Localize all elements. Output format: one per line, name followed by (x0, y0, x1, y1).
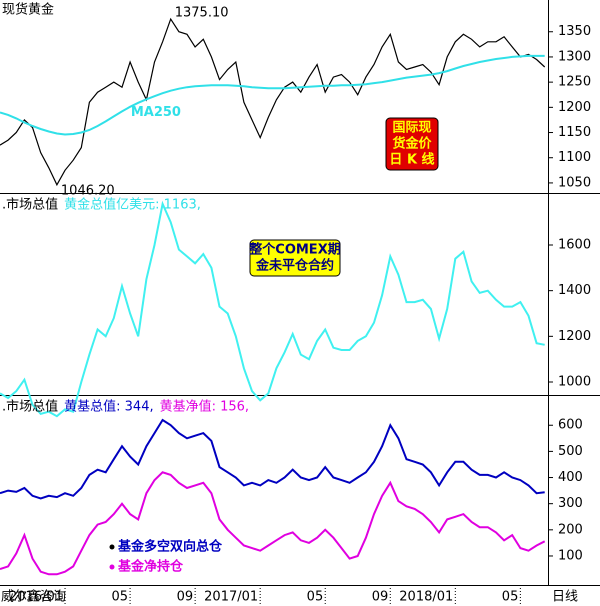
series-line (0, 200, 545, 418)
y-tick-label: 400 (558, 470, 583, 485)
annotation: MA250 (131, 105, 181, 120)
x-tick-label: 05 (502, 590, 519, 605)
x-tick-label: 2016/01 (9, 590, 63, 605)
x-tick-label: 2017/01 (204, 590, 258, 605)
panel-header: 黄基总值: 344, (64, 399, 153, 415)
series-line (0, 17, 546, 187)
x-tick-label: 09 (177, 590, 194, 605)
panel-header: 黄基净值: 156, (160, 399, 249, 415)
y-tick-label: 200 (558, 522, 583, 537)
panel-title: 现货黄金 (2, 2, 54, 18)
y-tick-label: 1050 (558, 175, 591, 190)
panel-title: .市场总值 (2, 399, 58, 415)
y-tick-label: 600 (558, 418, 583, 433)
source: 威尔鑫咨询 (1, 589, 66, 605)
y-tick-label: 1100 (558, 150, 591, 165)
series-line (0, 418, 545, 500)
note-box (385, 117, 439, 171)
panel-header: 黄金总值亿美元: 1163, (64, 197, 201, 213)
y-tick-label: 1250 (558, 75, 591, 90)
y-tick-label: 1350 (558, 24, 591, 39)
y-tick-label: 1400 (558, 283, 591, 298)
note-text: 国际现 (392, 121, 431, 136)
annotation: 1375.10 (175, 6, 229, 21)
note-text: 金未平仓合约 (255, 258, 334, 274)
legend-marker (109, 544, 115, 550)
y-tick-label: 1200 (558, 100, 591, 115)
y-tick-label: 500 (558, 444, 583, 459)
series-line (0, 54, 545, 136)
x-label: 日线 (552, 590, 578, 605)
note-text: 货金价 (392, 136, 432, 152)
y-tick-label: 1200 (558, 329, 591, 344)
x-tick-label: 09 (372, 590, 389, 605)
y-tick-label: 1300 (558, 49, 591, 64)
note-text: 日 K 线 (389, 152, 434, 168)
panel-title: .市场总值 (2, 197, 58, 213)
note-text: 整个COMEX期 (248, 242, 340, 258)
x-tick-label: 2018/01 (399, 590, 453, 605)
y-tick-label: 100 (558, 548, 583, 563)
y-tick-label: 300 (558, 496, 583, 511)
y-tick-label: 1600 (558, 238, 591, 253)
legend-marker (109, 564, 115, 570)
y-tick-label: 1150 (558, 125, 591, 140)
x-tick-label: 05 (307, 590, 324, 605)
annotation: 1046.20 (61, 183, 115, 198)
y-tick-label: 1000 (558, 374, 591, 389)
legend-label: 基金多空双向总仓 (117, 539, 223, 555)
series-line (0, 471, 546, 576)
legend-label: 基金净持仓 (117, 559, 184, 575)
x-tick-label: 05 (112, 590, 129, 605)
note-box (249, 239, 341, 277)
